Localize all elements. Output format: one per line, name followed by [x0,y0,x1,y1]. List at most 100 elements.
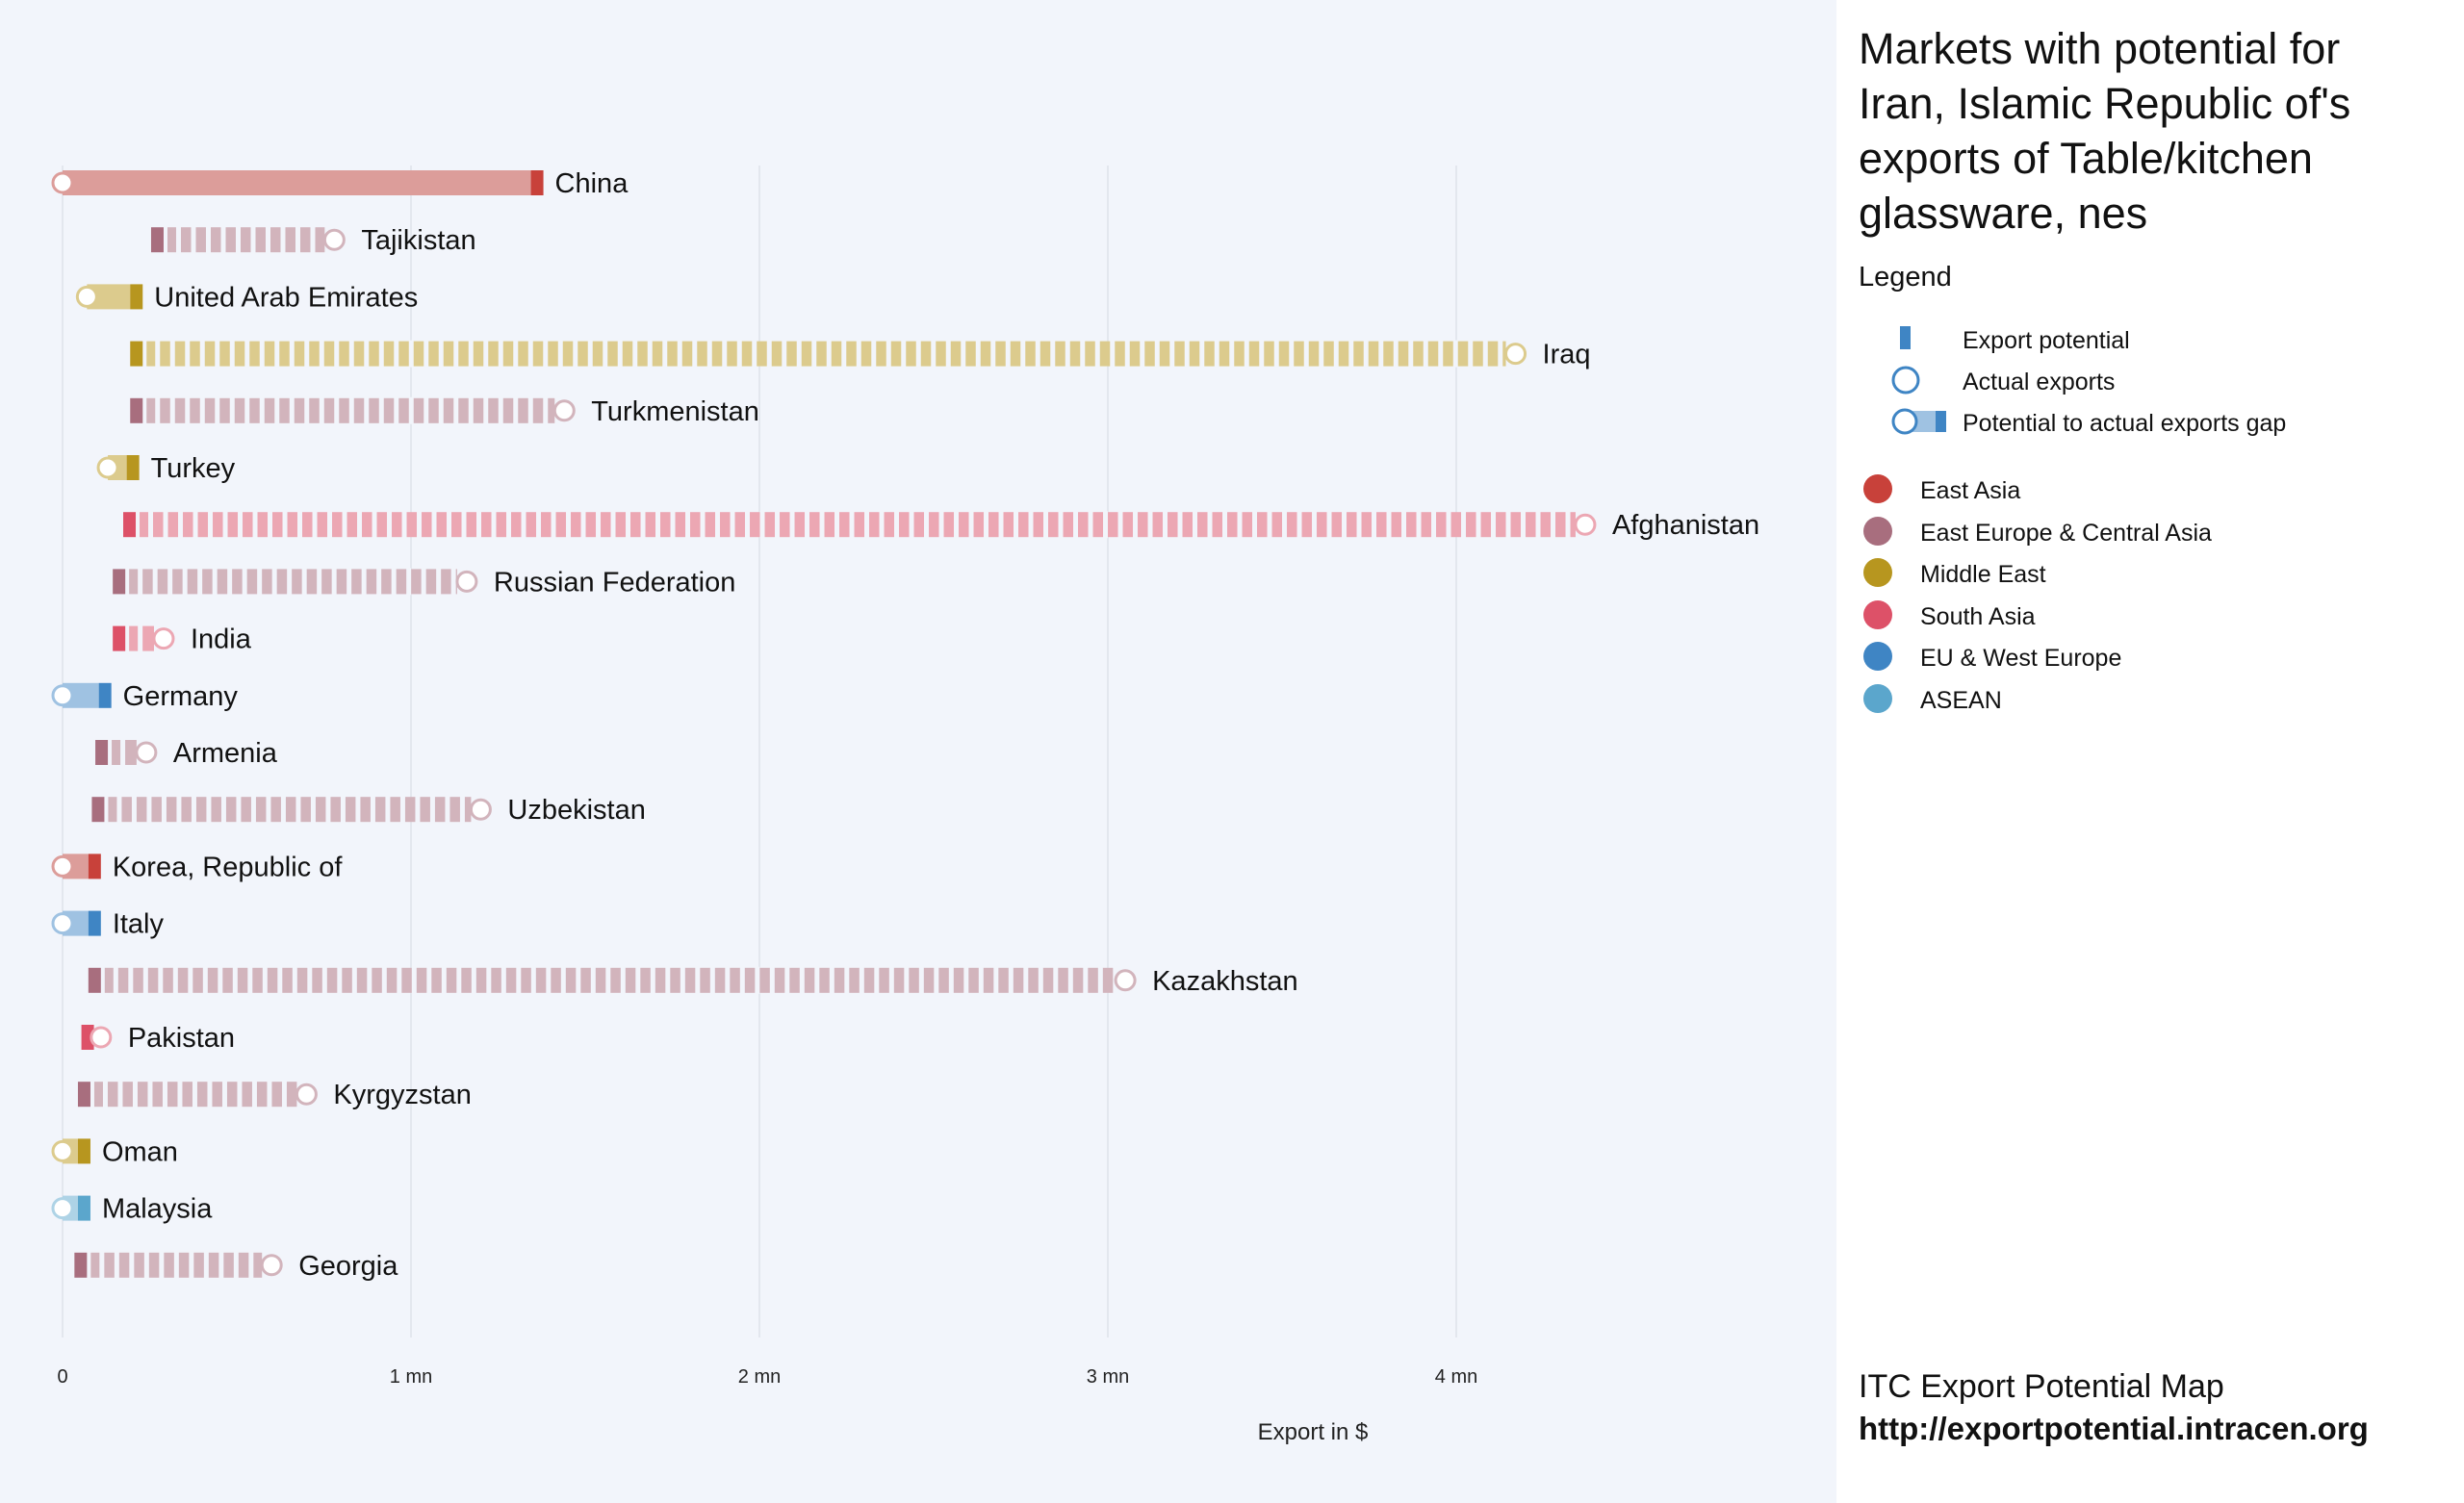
footer-url[interactable]: http://exportpotential.intracen.org [1859,1411,2369,1446]
dash-gap [1431,511,1437,539]
dash-gap [378,396,384,424]
dash-gap [1184,340,1190,368]
dash-gap [355,796,361,824]
dash-gap [1565,511,1571,539]
country-label: Georgia [298,1251,398,1282]
dash-gap [968,511,974,539]
dash-gap [1207,511,1213,539]
actual-marker [469,798,492,821]
dash-gap [218,1251,224,1279]
dash-gap [1097,966,1103,994]
country-label: Kazakhstan [1152,966,1298,997]
dash-gap [445,796,450,824]
dash-gap [155,340,161,368]
dash-gap [1023,966,1029,994]
dash-gap [909,511,914,539]
dash-gap [819,511,825,539]
dash-gap [1282,511,1288,539]
dash-gap [237,1081,243,1108]
dash-gap [1326,511,1332,539]
dash-gap [483,340,489,368]
dash-gap [312,511,318,539]
dash-gap [206,796,212,824]
dash-gap [128,966,134,994]
dash-gap [901,340,907,368]
dash-gap [752,340,757,368]
dash-gap [796,340,802,368]
dash-gap [364,396,370,424]
dash-gap [138,568,143,596]
dash-gap [113,966,118,994]
dash-gap [295,796,301,824]
dash-gap [295,226,300,254]
dash-gap [945,340,951,368]
dash-gap [114,1251,119,1279]
dash-gap [1103,511,1109,539]
dash-gap [438,396,444,424]
dash-gap [116,796,122,824]
dash-gap [1446,511,1451,539]
potential-marker [77,1082,90,1108]
dash-gap [182,568,188,596]
dash-gap [993,966,999,994]
dash-gap [1491,511,1497,539]
potential-marker [98,682,112,708]
dash-gap [904,966,910,994]
excess-bar [140,512,1576,538]
dash-gap [978,966,984,994]
dash-gap [381,966,387,994]
actual-marker [152,627,175,650]
potential-marker [123,512,137,538]
dash-gap [408,396,414,424]
dash-gap [826,340,832,368]
dash-gap [117,1081,123,1108]
dash-gap [331,568,337,596]
dash-gap [587,340,593,368]
potential-marker [113,625,126,651]
dash-gap [784,966,790,994]
dash-gap [138,624,143,652]
dash-gap [247,966,253,994]
dash-gap [167,568,173,596]
legend-item-actual-exports: Actual exports [1836,363,2464,401]
region-label: East Asia [1920,477,2021,504]
region-dot-icon [1863,558,1892,587]
dash-gap [1289,340,1295,368]
dash-gap [610,511,616,539]
dash-gap [367,966,372,994]
dash-gap [506,511,512,539]
dash-gap [189,1251,194,1279]
potential-marker [530,170,544,195]
dash-gap [265,226,270,254]
dash-gap [1020,340,1026,368]
dash-gap [327,511,333,539]
dash-gap [859,966,864,994]
dash-gap [730,511,735,539]
dash-gap [205,226,211,254]
dash-gap [1259,340,1265,368]
country-label: Malaysia [102,1194,213,1225]
dash-gap [1140,340,1145,368]
legend-item-export-potential: Export potential [1836,321,2464,360]
dash-gap [429,796,435,824]
dash-gap [271,568,277,596]
dash-gap [871,340,877,368]
side-panel: Markets with potential for Iran, Islamic… [1836,0,2464,1503]
dash-gap [655,511,661,539]
dash-gap [700,511,706,539]
dash-gap [670,511,676,539]
region-dot-icon [1863,642,1892,671]
dash-gap [250,796,256,824]
dash-gap [1199,340,1205,368]
dash-gap [334,340,340,368]
potential-marker [88,853,101,879]
dash-gap [745,511,751,539]
dash-gap [235,226,241,254]
dash-gap [1177,511,1183,539]
dash-gap [1080,340,1086,368]
dash-gap [197,568,203,596]
gap-bar [63,170,531,195]
actual-marker [1574,513,1597,536]
dash-gap [1348,340,1354,368]
dash-gap [915,340,921,368]
